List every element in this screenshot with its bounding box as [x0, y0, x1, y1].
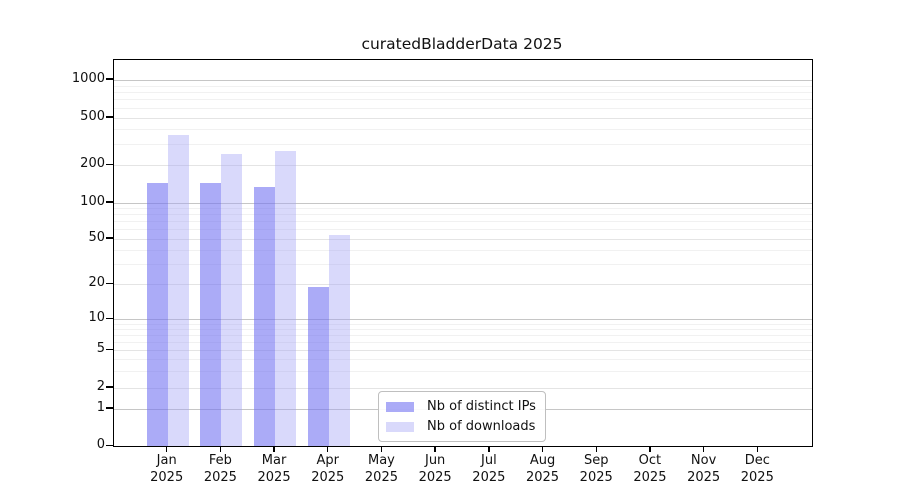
- y-tick-mark: [106, 282, 113, 285]
- gridline-10: [114, 319, 812, 321]
- x-tick-mark: [595, 446, 597, 452]
- gridline-minor: [114, 249, 812, 251]
- legend-label: Nb of distinct IPs: [427, 399, 536, 414]
- y-tick-mark: [106, 386, 113, 388]
- legend-row: Nb of downloads: [386, 419, 536, 434]
- x-tick-mark: [756, 446, 758, 452]
- y-tick-label-100: 100: [80, 193, 105, 209]
- gridline-500: [114, 117, 812, 119]
- plot-area: [113, 59, 813, 447]
- y-tick-label-1000: 1000: [71, 70, 105, 86]
- x-tick-label-apr: Apr 2025: [311, 453, 345, 485]
- x-tick-label-dec: Dec 2025: [740, 453, 774, 485]
- y-tick-mark: [106, 163, 113, 166]
- legend: Nb of distinct IPs Nb of downloads: [378, 391, 546, 442]
- x-tick-label-jul: Jul 2025: [472, 453, 506, 485]
- legend-label: Nb of downloads: [427, 419, 536, 434]
- y-tick-mark: [106, 201, 113, 203]
- gridline-minor: [114, 329, 812, 331]
- y-tick-label-1: 1: [96, 399, 105, 415]
- x-tick-label-jun: Jun 2025: [418, 453, 452, 485]
- gridline-minor: [114, 92, 812, 94]
- x-tick-label-nov: Nov 2025: [687, 453, 721, 485]
- gridline-minor: [114, 85, 812, 87]
- x-tick-mark: [380, 446, 383, 452]
- x-tick-mark: [702, 446, 705, 452]
- y-tick-mark: [106, 444, 113, 446]
- gridline-200: [114, 165, 812, 167]
- gridline-minor: [114, 208, 812, 210]
- x-tick-mark: [219, 446, 222, 452]
- y-tick-label-10: 10: [88, 310, 105, 326]
- x-tick-mark: [327, 446, 329, 452]
- y-tick-label-20: 20: [88, 275, 105, 291]
- gridline-5: [114, 350, 812, 351]
- gridline-2: [114, 387, 812, 389]
- x-tick-label-aug: Aug 2025: [525, 453, 560, 485]
- x-tick-label-mar: Mar 2025: [257, 453, 291, 485]
- legend-swatch-ips: [386, 401, 414, 412]
- legend-row: Nb of distinct IPs: [386, 399, 536, 414]
- gridline-minor: [114, 129, 812, 131]
- y-tick-mark: [106, 237, 113, 239]
- y-tick-mark: [106, 78, 113, 80]
- gridline-100: [114, 202, 812, 204]
- y-tick-label-50: 50: [88, 229, 105, 245]
- bar-mar-ips: [254, 186, 276, 446]
- y-tick-label-2: 2: [96, 378, 105, 394]
- gridline-minor: [114, 144, 812, 146]
- gridline-minor: [114, 335, 812, 337]
- gridline-minor: [114, 107, 812, 109]
- bar-mar-downloads: [275, 150, 297, 446]
- y-tick-mark: [106, 348, 113, 350]
- x-tick-label-oct: Oct 2025: [633, 453, 667, 485]
- x-tick-label-feb: Feb 2025: [203, 453, 237, 485]
- y-tick-label-500: 500: [80, 108, 105, 124]
- y-tick-label-0: 0: [96, 437, 105, 452]
- gridline-minor: [114, 323, 812, 325]
- gridline-20: [114, 284, 812, 286]
- x-tick-label-jan: Jan 2025: [150, 453, 184, 485]
- bar-apr-ips: [307, 286, 329, 446]
- x-tick-mark: [273, 446, 275, 452]
- bar-feb-ips: [200, 182, 222, 446]
- gridline-minor: [114, 264, 812, 266]
- legend-swatch-downloads: [386, 421, 414, 432]
- gridline-minor: [114, 341, 812, 343]
- y-tick-label-200: 200: [80, 156, 105, 172]
- y-tick-mark: [106, 116, 113, 118]
- x-tick-mark: [541, 446, 544, 452]
- y-tick-mark: [106, 407, 113, 409]
- x-tick-mark: [649, 446, 651, 452]
- bar-jan-downloads: [167, 134, 189, 446]
- gridline-minor: [114, 229, 812, 231]
- gridline-minor: [114, 371, 812, 373]
- bar-feb-downloads: [221, 153, 243, 446]
- bar-jan-ips: [146, 182, 168, 446]
- x-tick-mark: [434, 446, 436, 452]
- x-tick-mark: [165, 446, 168, 452]
- bar-apr-downloads: [328, 234, 350, 446]
- chart-title: curatedBladderData 2025: [361, 35, 563, 53]
- gridline-50: [114, 238, 812, 240]
- gridline-minor: [114, 214, 812, 216]
- y-tick-mark: [106, 317, 113, 320]
- gridline-minor: [114, 359, 812, 361]
- x-tick-label-sep: Sep 2025: [579, 453, 613, 485]
- gridline-minor: [114, 99, 812, 101]
- gridline-minor: [114, 221, 812, 223]
- gridline-1000: [114, 79, 812, 81]
- y-tick-label-5: 5: [96, 341, 105, 356]
- x-tick-label-may: May 2025: [364, 453, 398, 485]
- x-tick-mark: [488, 446, 490, 452]
